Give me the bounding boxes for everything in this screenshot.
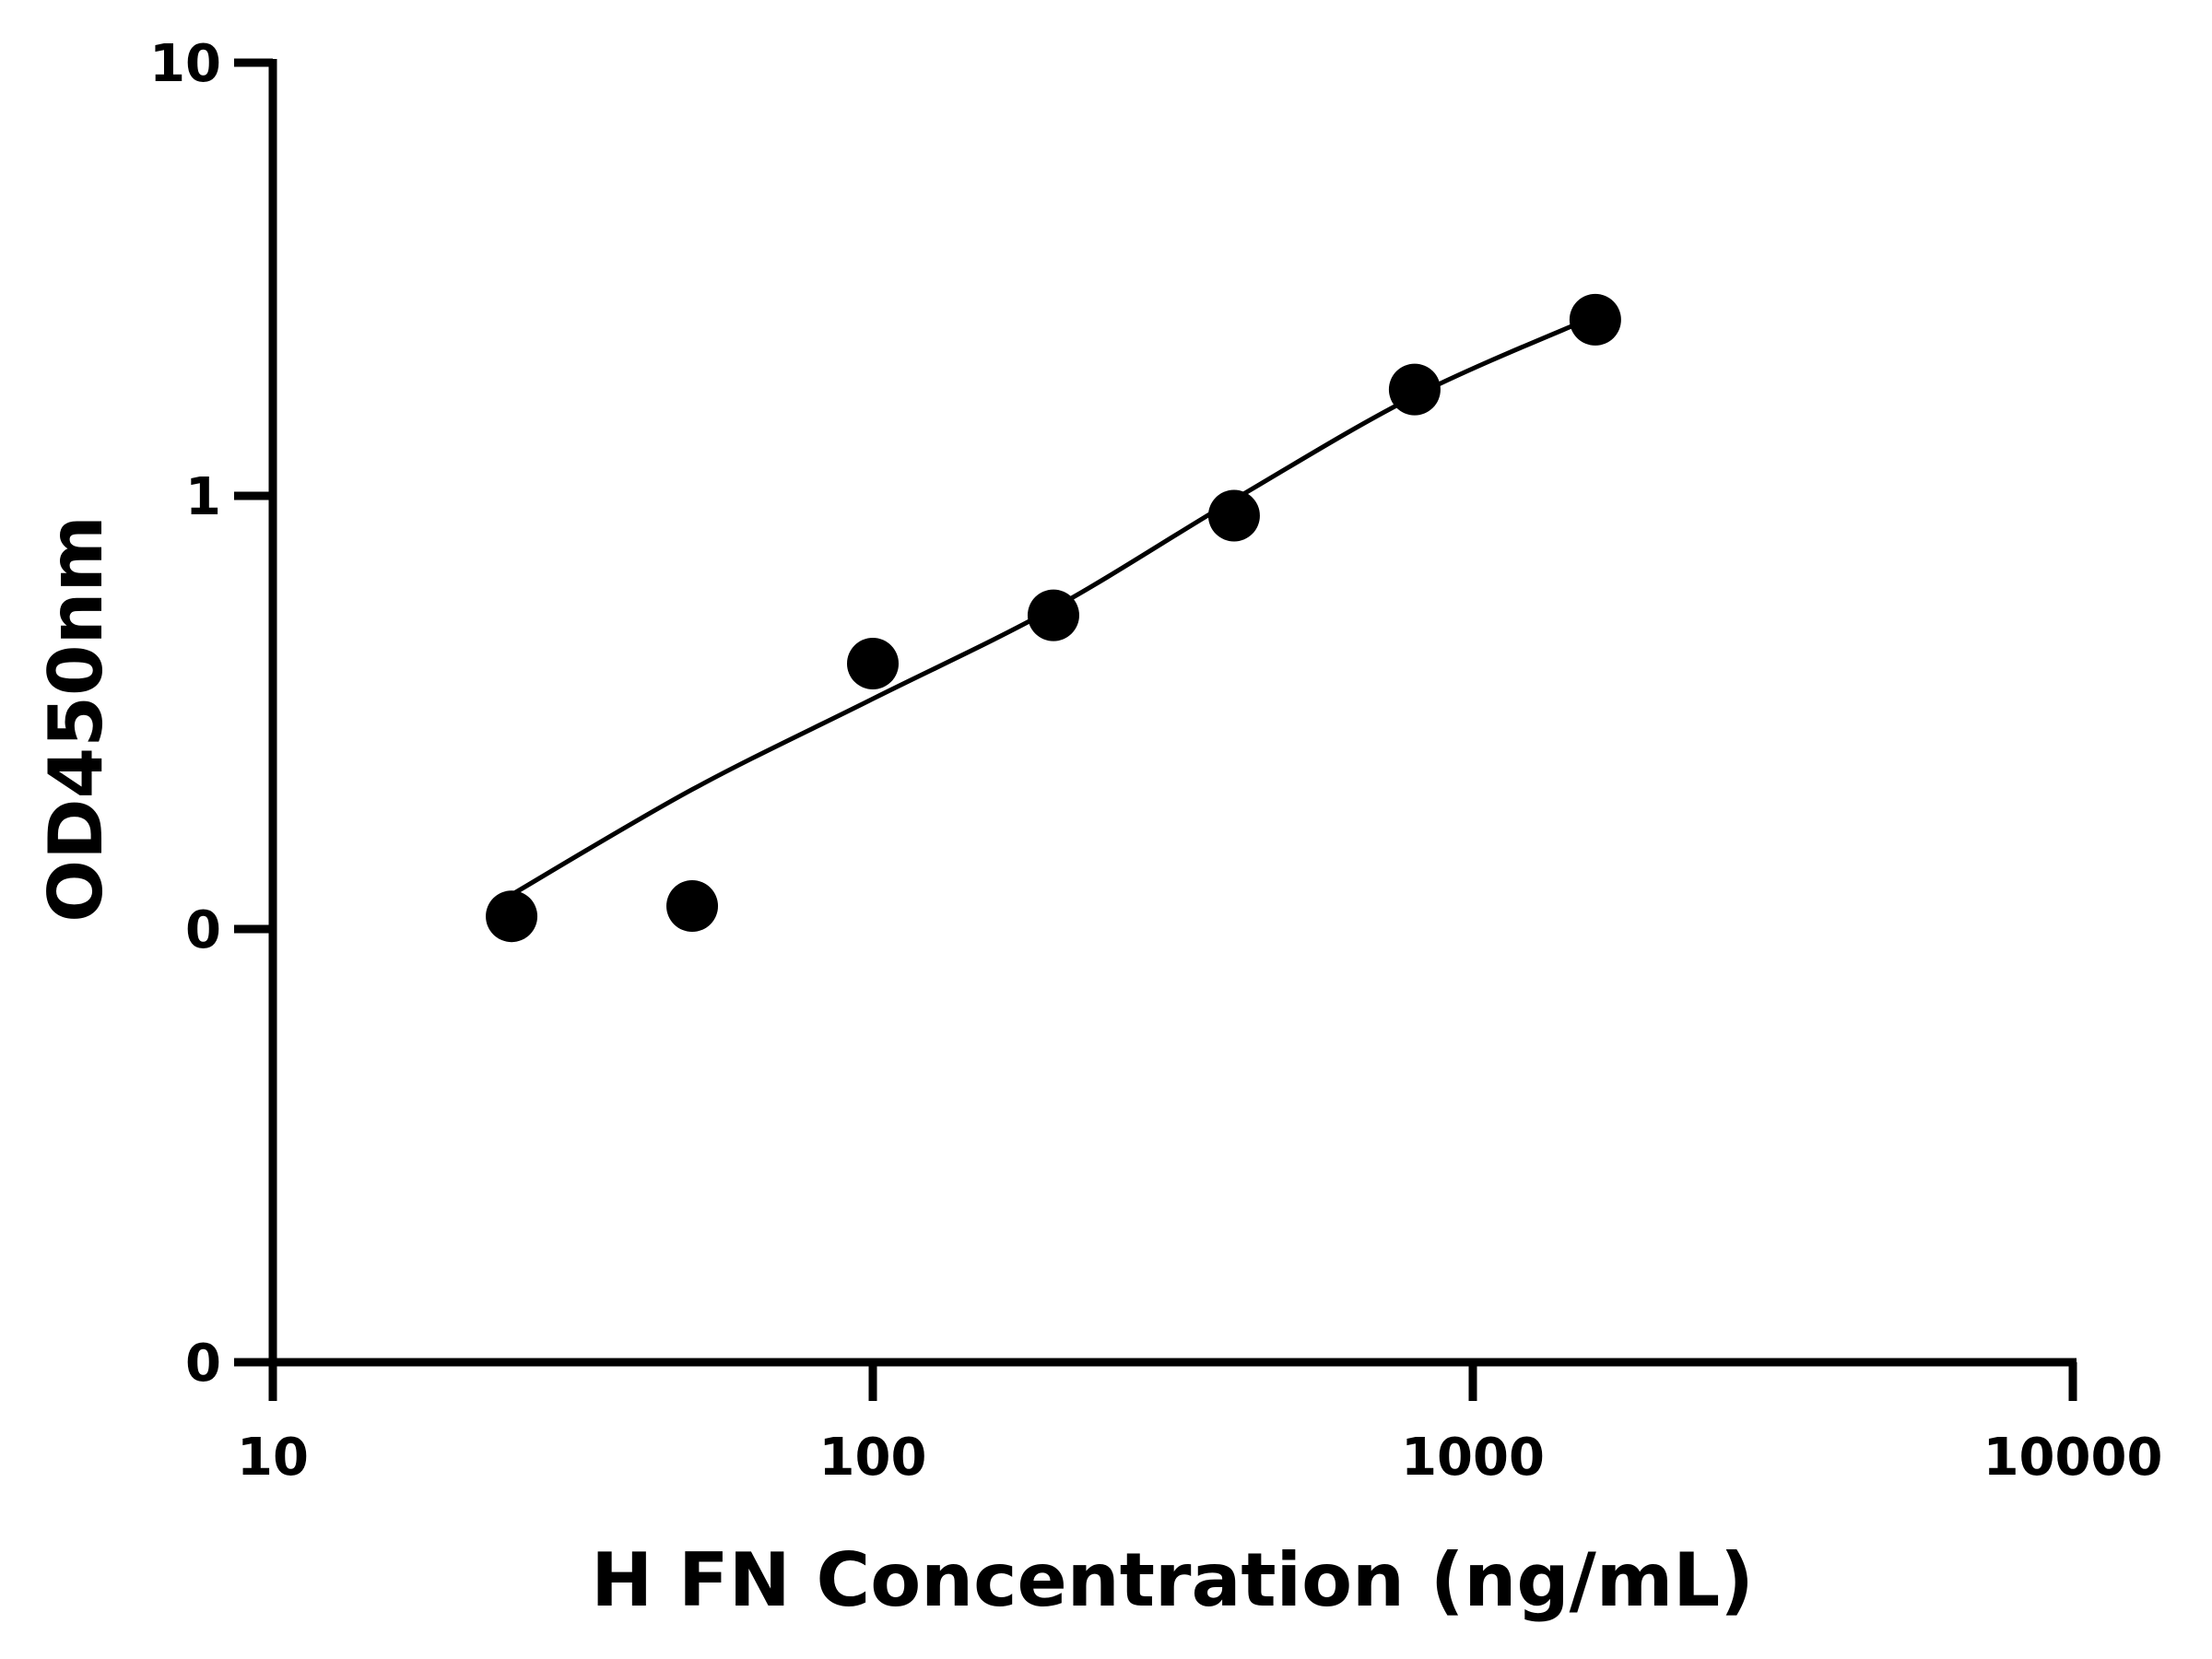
data-point	[1388, 363, 1441, 416]
axis-labels: H FN Concentration (ng/mL) OD450nm	[33, 515, 1754, 1623]
data-point	[1207, 489, 1260, 542]
data-point	[1569, 293, 1621, 346]
y-tick-label: 10	[149, 34, 221, 94]
x-tick-label: 10	[237, 1428, 309, 1488]
data-point	[666, 880, 719, 933]
x-axis-label: H FN Concentration (ng/mL)	[591, 1537, 1754, 1623]
data-point	[486, 890, 538, 943]
data-point	[847, 637, 899, 689]
y-tick-label: 0	[185, 1334, 221, 1394]
axes: 10 100 1000 10000 0 0 1 10	[149, 34, 2162, 1488]
y-axis-label: OD450nm	[33, 515, 119, 923]
x-tick-label: 100	[819, 1428, 927, 1488]
x-tick-label: 1000	[1401, 1428, 1545, 1488]
x-tick-label: 10000	[1983, 1428, 2163, 1488]
data-points-layer	[486, 293, 1621, 943]
data-point	[1027, 589, 1079, 641]
y-tick-label: 0	[185, 900, 221, 960]
y-tick-label: 1	[185, 467, 221, 527]
